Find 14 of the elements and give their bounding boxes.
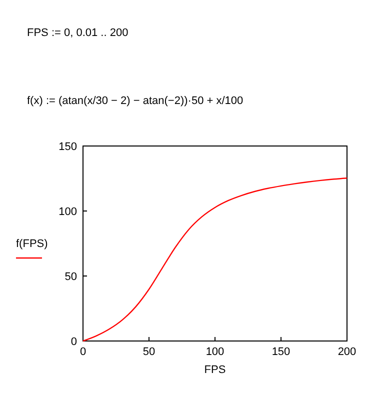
x-axis-title: FPS xyxy=(204,364,226,376)
x-tick-label: 0 xyxy=(80,346,86,358)
x-tick-label: 150 xyxy=(272,346,290,358)
y-tick-label: 150 xyxy=(58,141,77,153)
y-tick-label: 50 xyxy=(64,271,77,283)
y-tick-label: 100 xyxy=(58,206,77,218)
line-series xyxy=(82,178,348,342)
x-tick-label: 100 xyxy=(206,346,224,358)
x-tick-label: 200 xyxy=(338,346,356,358)
x-tick-label: 50 xyxy=(142,346,156,358)
text: FPS := 0, 0.01 .. 200 xyxy=(27,27,128,39)
text: f(x) := (atan(x/30 − 2) − atan(−2))·50 + x/100 xyxy=(27,95,244,107)
text: f(FPS) xyxy=(16,238,48,250)
y-tick-label: 0 xyxy=(70,336,77,348)
